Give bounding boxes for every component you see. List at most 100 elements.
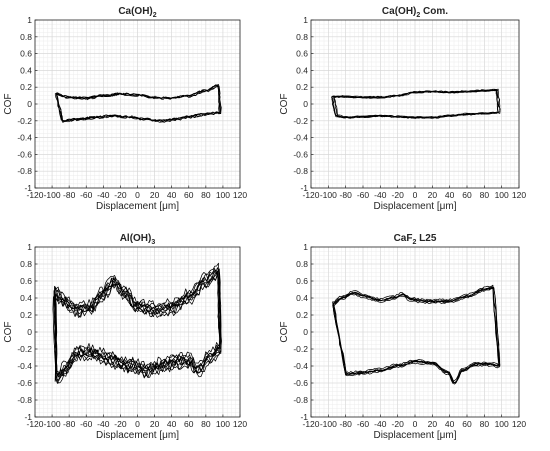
y-tick-label: -1 <box>300 183 308 193</box>
chart-title: Al(OH)3 <box>120 233 156 246</box>
data-series-cycle <box>56 85 222 123</box>
x-tick-label: -120 <box>26 419 43 429</box>
x-tick-label: 100 <box>495 419 509 429</box>
y-tick-label: -0.6 <box>293 378 308 388</box>
data-series-cycle <box>54 84 220 123</box>
y-tick-label: -0.4 <box>293 361 308 371</box>
x-tick-label: -100 <box>320 419 337 429</box>
y-tick-label: -0.2 <box>17 344 32 354</box>
y-tick-label: -0.8 <box>293 166 308 176</box>
y-tick-label: 0.4 <box>296 293 308 303</box>
x-tick-label: -100 <box>320 190 337 200</box>
y-tick-label: 0.2 <box>296 82 308 92</box>
x-tick-label: 60 <box>184 419 194 429</box>
y-tick-label: 0.6 <box>20 49 32 59</box>
x-tick-label: 40 <box>167 190 177 200</box>
x-tick-label: -100 <box>44 190 61 200</box>
y-tick-label: 0.6 <box>296 49 308 59</box>
data-series-cycle <box>333 287 501 384</box>
data-series-cycle <box>54 262 221 376</box>
y-tick-label: 0.4 <box>20 293 32 303</box>
y-axis-label: COF <box>279 321 290 342</box>
y-tick-label: -0.6 <box>17 378 32 388</box>
y-tick-label: 0.2 <box>20 82 32 92</box>
data-series-cycle <box>331 89 499 119</box>
y-tick-label: -0.4 <box>17 361 32 371</box>
x-tick-label: -40 <box>374 419 387 429</box>
x-tick-label: -20 <box>114 190 127 200</box>
x-tick-label: 80 <box>480 419 490 429</box>
x-tick-label: 60 <box>184 190 194 200</box>
y-tick-label: -0.2 <box>293 344 308 354</box>
x-tick-label: 120 <box>512 190 526 200</box>
chart-title: CaF2 L25 <box>394 233 437 246</box>
subplot-4: -120 -100 -80 -60 -40 -20 0 20 40 60 80 100 120 -1 -0.… <box>279 233 526 441</box>
x-tick-label: 80 <box>201 190 211 200</box>
data-series-cycle <box>54 269 222 378</box>
x-tick-label: -60 <box>357 190 370 200</box>
x-tick-label: -120 <box>302 190 319 200</box>
x-tick-label: 120 <box>512 419 526 429</box>
x-tick-label: 40 <box>167 419 177 429</box>
subplot-1: -120 -100 -80 -60 -40 -20 0 20 40 60 80 100 120 -1 -0.… <box>3 6 247 212</box>
x-tick-label: 20 <box>150 419 160 429</box>
x-tick-label: -20 <box>114 419 127 429</box>
x-axis-label: Displacement [μm] <box>373 201 456 212</box>
x-tick-label: -120 <box>26 190 43 200</box>
y-axis-label: COF <box>279 93 290 114</box>
chart-title: Ca(OH)2 <box>118 6 156 19</box>
x-tick-label: -60 <box>357 419 370 429</box>
y-tick-label: 0.8 <box>296 32 308 42</box>
x-tick-label: 100 <box>216 419 230 429</box>
y-tick-label: 0.4 <box>20 65 32 75</box>
data-series-cycle <box>56 85 222 123</box>
x-tick-label: -60 <box>80 190 93 200</box>
y-tick-label: -0.4 <box>293 133 308 143</box>
x-tick-label: -80 <box>63 190 76 200</box>
y-axis-label: COF <box>3 321 14 342</box>
y-tick-label: -1 <box>24 183 32 193</box>
y-tick-label: 0.2 <box>20 310 32 320</box>
y-tick-label: -0.2 <box>17 116 32 126</box>
x-tick-label: 0 <box>413 190 418 200</box>
y-tick-label: -0.8 <box>17 166 32 176</box>
x-tick-label: 0 <box>135 419 140 429</box>
y-tick-label: -0.6 <box>17 149 32 159</box>
y-tick-label: 0 <box>303 327 308 337</box>
y-tick-label: 0 <box>27 327 32 337</box>
x-tick-label: -120 <box>302 419 319 429</box>
x-axis-label: Displacement [μm] <box>373 430 456 441</box>
x-tick-label: -80 <box>63 419 76 429</box>
x-tick-label: 100 <box>495 190 509 200</box>
subplot-2: -120 -100 -80 -60 -40 -20 0 20 40 60 80 100 120 -1 -0.… <box>279 6 526 212</box>
y-tick-label: 0.6 <box>296 276 308 286</box>
x-tick-label: -80 <box>340 190 353 200</box>
x-axis-label: Displacement [μm] <box>96 201 179 212</box>
y-tick-label: 0.6 <box>20 276 32 286</box>
y-tick-label: 0.8 <box>20 259 32 269</box>
x-tick-label: 100 <box>216 190 230 200</box>
x-tick-label: 40 <box>445 419 455 429</box>
x-tick-label: 120 <box>233 419 247 429</box>
x-tick-label: 120 <box>233 190 247 200</box>
y-tick-label: -1 <box>24 412 32 422</box>
y-tick-label: 1 <box>27 15 32 25</box>
x-tick-label: -40 <box>97 419 110 429</box>
y-tick-label: -0.8 <box>17 395 32 405</box>
y-tick-label: 1 <box>303 15 308 25</box>
y-tick-label: -0.2 <box>293 116 308 126</box>
x-tick-label: 80 <box>480 190 490 200</box>
data-series-cycle <box>53 267 221 375</box>
x-tick-label: 40 <box>445 190 455 200</box>
x-tick-label: 0 <box>135 190 140 200</box>
x-tick-label: -60 <box>80 419 93 429</box>
x-tick-label: -40 <box>374 190 387 200</box>
y-tick-label: -0.8 <box>293 395 308 405</box>
data-series-cycle <box>332 286 500 384</box>
y-tick-label: 0 <box>27 99 32 109</box>
x-tick-label: 60 <box>462 190 472 200</box>
y-tick-label: 1 <box>303 242 308 252</box>
y-tick-label: -0.4 <box>17 133 32 143</box>
y-axis-label: COF <box>3 93 14 114</box>
